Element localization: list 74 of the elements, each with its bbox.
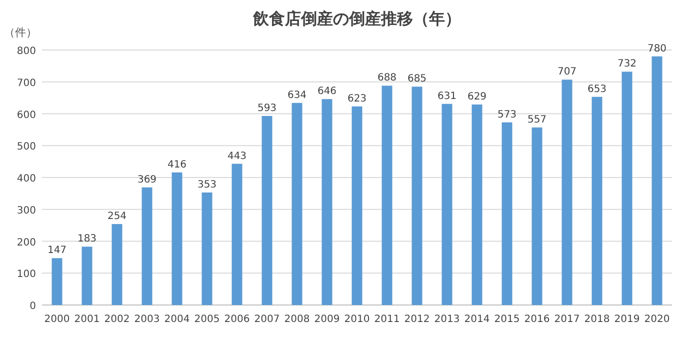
- x-tick-label: 2016: [524, 314, 550, 325]
- data-label: 593: [257, 102, 277, 114]
- x-tick-label: 2020: [644, 314, 670, 325]
- x-tick-label: 2002: [104, 314, 130, 325]
- data-label: 353: [197, 179, 217, 190]
- x-tick-label: 2018: [584, 314, 610, 325]
- y-tick-label: 300: [16, 205, 36, 216]
- data-label: 623: [347, 93, 367, 104]
- data-label: 780: [647, 43, 667, 54]
- x-tick-label: 2006: [224, 314, 250, 325]
- x-tick-label: 2012: [404, 314, 430, 325]
- bar: [652, 56, 662, 305]
- x-tick-label: 2008: [284, 314, 310, 325]
- data-label: 631: [437, 90, 457, 102]
- data-label: 443: [227, 150, 247, 162]
- data-label: 416: [167, 159, 187, 170]
- y-tick-label: 100: [16, 269, 36, 280]
- x-tick-label: 2015: [494, 314, 520, 325]
- data-label: 707: [557, 66, 577, 78]
- x-tick-label: 2010: [344, 314, 370, 325]
- data-label: 688: [377, 72, 397, 84]
- bar: [262, 116, 272, 305]
- x-tick-label: 2009: [314, 314, 340, 325]
- y-tick-label: 200: [16, 237, 36, 248]
- x-tick-label: 2003: [134, 314, 160, 325]
- x-tick-label: 2011: [374, 314, 400, 325]
- y-tick-label: 0: [30, 301, 36, 312]
- bar: [112, 224, 122, 305]
- y-tick-label: 700: [16, 78, 36, 89]
- data-label: 653: [587, 84, 607, 95]
- x-tick-label: 2001: [74, 314, 100, 325]
- bar: [322, 99, 332, 305]
- bar: [562, 80, 572, 305]
- bar: [532, 127, 542, 305]
- bar: [382, 86, 392, 305]
- data-label: 147: [47, 245, 67, 256]
- data-label: 685: [407, 74, 427, 85]
- bar: [412, 86, 422, 305]
- bar: [352, 106, 362, 305]
- bar: [232, 164, 242, 305]
- data-label: 183: [77, 234, 97, 245]
- bar: [172, 172, 182, 305]
- y-axis-title: （件）: [4, 26, 37, 39]
- bar: [592, 96, 602, 305]
- bar: [472, 104, 482, 305]
- x-tick-label: 2005: [194, 314, 220, 325]
- data-label: 254: [107, 211, 127, 222]
- data-label: 369: [137, 174, 157, 186]
- data-label: 732: [617, 58, 637, 70]
- bar: [82, 246, 92, 305]
- x-tick-label: 2019: [614, 314, 640, 325]
- bar: [622, 72, 632, 305]
- bar: [142, 187, 152, 305]
- x-tick-label: 2007: [254, 314, 280, 325]
- chart-title: 飲食店倒産の倒産推移（年）: [252, 9, 461, 28]
- data-label: 557: [527, 114, 547, 126]
- y-tick-label: 800: [16, 46, 36, 57]
- y-tick-label: 500: [16, 142, 36, 153]
- data-label: 634: [287, 90, 307, 101]
- bar: [442, 104, 452, 305]
- data-label: 646: [317, 86, 337, 98]
- bar: [202, 192, 212, 305]
- bar: [292, 102, 302, 305]
- y-tick-label: 400: [16, 174, 36, 184]
- data-label: 573: [497, 109, 517, 120]
- x-tick-label: 2000: [44, 314, 70, 325]
- x-tick-label: 2004: [164, 314, 190, 325]
- bar: [502, 122, 512, 305]
- x-tick-label: 2013: [434, 314, 460, 325]
- data-label: 629: [467, 92, 487, 103]
- y-tick-label: 600: [16, 110, 36, 121]
- x-tick-label: 2017: [554, 314, 580, 325]
- bar: [52, 258, 62, 305]
- x-tick-label: 2014: [464, 314, 490, 325]
